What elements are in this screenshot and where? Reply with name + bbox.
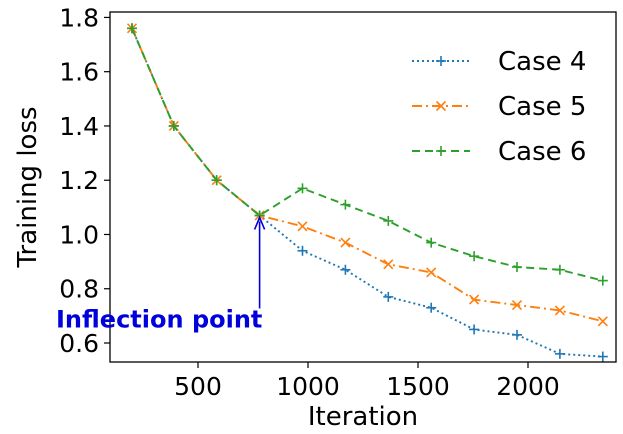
data-point-case-5-stroke-b	[597, 316, 608, 327]
y-tick-label: 1.0	[59, 220, 99, 249]
x-tick-label: 500	[174, 372, 222, 401]
data-point-case-4	[426, 302, 437, 313]
data-point-case-4	[383, 291, 394, 302]
y-tick-label: 1.4	[59, 112, 99, 141]
series-line-case-6	[131, 27, 604, 282]
plot-area	[126, 23, 608, 362]
data-point-case-5	[554, 305, 565, 316]
data-point-case-4	[597, 351, 608, 362]
data-point-case-6	[340, 199, 351, 210]
legend-label-case-5: Case 5	[498, 92, 586, 122]
annotation: Inflection point	[56, 215, 266, 333]
data-point-case-5-stroke-b	[297, 221, 308, 232]
y-tick-label: 1.6	[59, 58, 99, 87]
data-point-case-5	[297, 221, 308, 232]
data-point-case-6	[512, 262, 522, 273]
annotation-arrow-head	[253, 215, 266, 230]
data-point-case-6	[426, 237, 437, 248]
legend-label-case-6: Case 6	[498, 137, 586, 167]
data-point-case-5-stroke-b	[426, 267, 437, 278]
y-axis-label: Training loss	[13, 106, 43, 268]
y-axis-ticks: 0.6 0.8 1.0 1.2 1.4 1.6 1.8	[59, 3, 110, 358]
data-point-case-6	[554, 264, 565, 275]
x-tick-label: 2000	[496, 372, 560, 401]
data-point-case-5	[511, 299, 523, 311]
y-tick-label: 1.8	[59, 3, 99, 32]
data-point-case-4	[297, 245, 308, 256]
data-point-case-4	[512, 329, 522, 340]
data-point-case-4	[554, 348, 565, 359]
data-point-case-6	[597, 275, 608, 286]
data-point-case-6	[297, 183, 308, 194]
data-point-case-6	[211, 175, 222, 186]
axes	[109, 11, 617, 363]
data-point-case-4	[340, 264, 351, 275]
data-point-case-5-stroke-b	[383, 259, 394, 270]
data-point-case-4	[469, 324, 480, 335]
data-point-case-6	[383, 215, 394, 226]
legend: Case 4 Case 5 Case 6	[412, 47, 586, 167]
y-tick-label: 0.8	[59, 275, 99, 304]
legend-marker-case-6	[436, 146, 446, 156]
legend-marker-case-5	[435, 100, 447, 112]
data-point-case-6	[127, 23, 137, 34]
data-point-case-5-stroke-b	[554, 305, 565, 316]
annotation-label: Inflection point	[56, 305, 262, 333]
data-point-case-5-stroke-b	[340, 237, 351, 248]
data-point-case-5	[597, 316, 608, 327]
legend-label-case-4: Case 4	[498, 47, 586, 77]
legend-entry-case-4: Case 4	[412, 47, 586, 77]
legend-entry-case-5: Case 5	[412, 92, 586, 122]
legend-marker-case-5-stroke-b	[435, 100, 447, 112]
legend-entry-case-6: Case 6	[412, 137, 586, 167]
x-tick-label: 1000	[276, 372, 340, 401]
y-tick-label: 1.2	[59, 166, 99, 195]
legend-marker-case-4	[436, 56, 446, 66]
axes-frame	[109, 11, 617, 363]
data-point-case-5-stroke-b	[469, 294, 480, 305]
data-point-case-5	[469, 294, 480, 305]
data-point-case-5-stroke-b	[511, 299, 523, 311]
y-tick-label: 0.6	[59, 329, 99, 358]
x-tick-label: 1500	[386, 372, 450, 401]
data-point-case-5	[426, 267, 437, 278]
data-point-case-6	[168, 120, 179, 131]
data-point-case-6	[469, 251, 480, 262]
data-point-case-5	[340, 237, 351, 248]
x-axis-ticks: 500 1000 1500 2000	[174, 362, 560, 401]
data-point-case-5	[383, 259, 394, 270]
x-axis-label: Iteration	[308, 402, 418, 430]
